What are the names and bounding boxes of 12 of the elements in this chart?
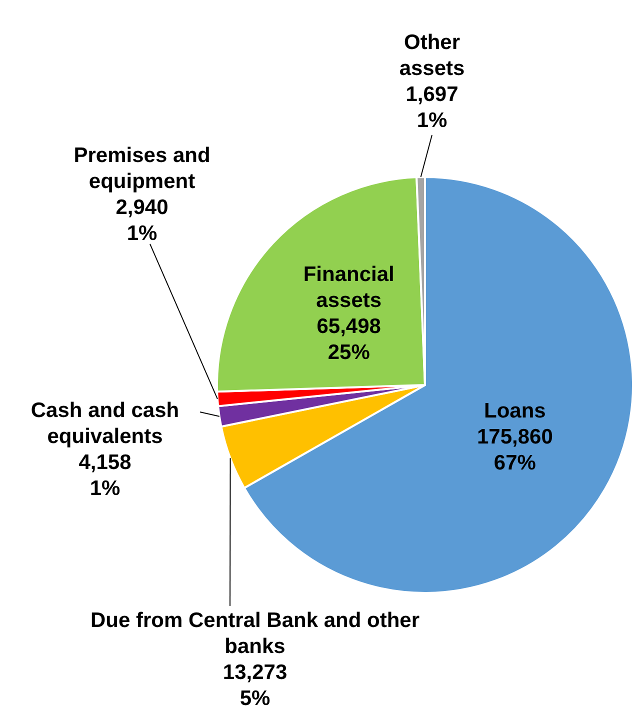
data-label: 65,498 25% bbox=[316, 315, 382, 364]
data-label: 175,860 67% bbox=[476, 425, 553, 474]
slice-label: Cash and cash equivalents bbox=[30, 399, 180, 448]
data-label: 13,273 5% bbox=[222, 661, 288, 710]
slice-label: Financial assets bbox=[303, 263, 394, 312]
slice-label: Due from Central Bank and other banks bbox=[90, 609, 420, 658]
data-label: 1,697 1% bbox=[406, 83, 458, 132]
slice-label: Loans bbox=[484, 399, 546, 422]
data-label: 4,158 1% bbox=[78, 451, 132, 500]
data-label: 2,940 1% bbox=[116, 196, 168, 245]
slice-label: Premises and equipment bbox=[74, 144, 210, 193]
slice-label: Other assets bbox=[399, 31, 465, 80]
